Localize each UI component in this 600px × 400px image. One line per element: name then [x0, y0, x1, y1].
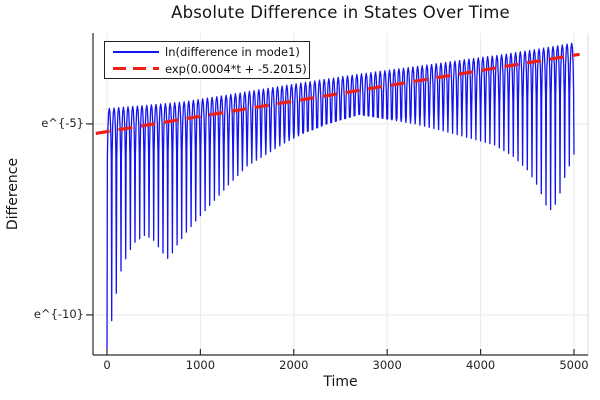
x-tick-label: 4000: [465, 358, 496, 372]
legend-label-blue: ln(difference in mode1): [165, 44, 300, 59]
legend-label-red: exp(0.0004*t + -5.2015): [165, 61, 307, 76]
legend-entry-red: exp(0.0004*t + -5.2015): [113, 61, 307, 76]
legend-blue-line-icon: [113, 44, 159, 59]
series-exp-fit: [95, 52, 580, 136]
y-axis-label: Difference: [5, 157, 21, 231]
x-tick-label: 0: [103, 358, 111, 372]
x-axis-label: Time: [323, 374, 358, 390]
x-tick-label: 2000: [279, 358, 309, 372]
x-tick-label: 5000: [559, 358, 589, 372]
y-tick-label: e^{-5}: [41, 115, 84, 130]
chart-title: Absolute Difference in States Over Time: [171, 3, 510, 22]
series-ln-difference: [106, 42, 575, 350]
legend-entry-blue: ln(difference in mode1): [113, 44, 303, 59]
y-tick-label: e^{-10}: [33, 306, 84, 321]
legend-red-dash-icon: [113, 61, 159, 76]
legend: ln(difference in mode1) exp(0.0004*t + -…: [104, 41, 310, 79]
x-tick-label: 3000: [372, 358, 402, 372]
x-tick-label: 1000: [185, 358, 216, 372]
